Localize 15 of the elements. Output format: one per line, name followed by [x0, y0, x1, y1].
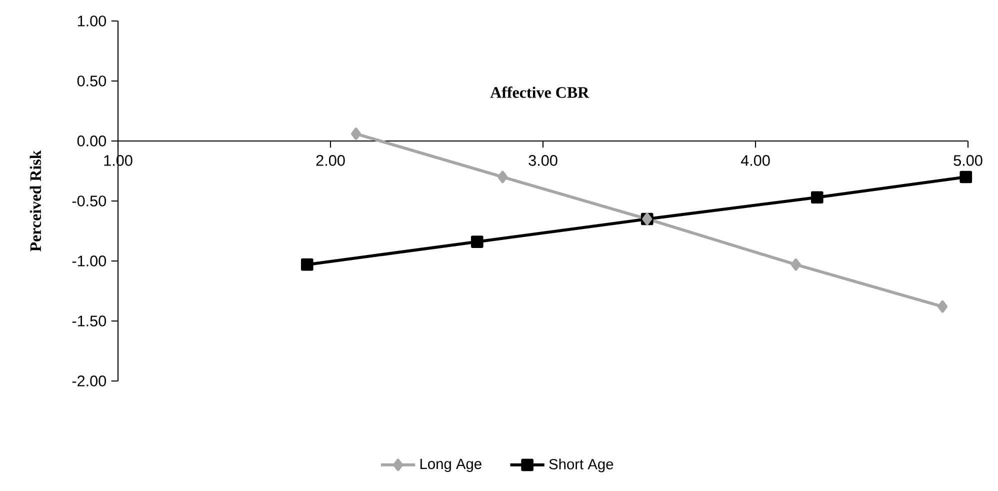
- legend-label: Long Age: [420, 458, 482, 472]
- y-tick-label: 1.00: [78, 16, 106, 26]
- x-tick-label: 2.00: [316, 155, 345, 166]
- y-tick-label: -1.00: [72, 256, 106, 266]
- y-tick-label: 0.50: [77, 76, 106, 86]
- x-tick-label: 3.00: [528, 155, 558, 166]
- y-tick-label: -1.50: [72, 316, 106, 326]
- y-tick-label: -0.50: [72, 196, 106, 206]
- legend-label: Short Age: [549, 458, 614, 472]
- text: Affective CBR: [490, 86, 590, 98]
- y-tick-label: 0.00: [77, 136, 106, 146]
- x-tick-label: 4.00: [740, 155, 770, 166]
- y-tick-label: -2.00: [72, 376, 106, 386]
- x-tick-label: 5.00: [954, 155, 982, 166]
- y-axis-title: Perceived Risk: [30, 150, 42, 252]
